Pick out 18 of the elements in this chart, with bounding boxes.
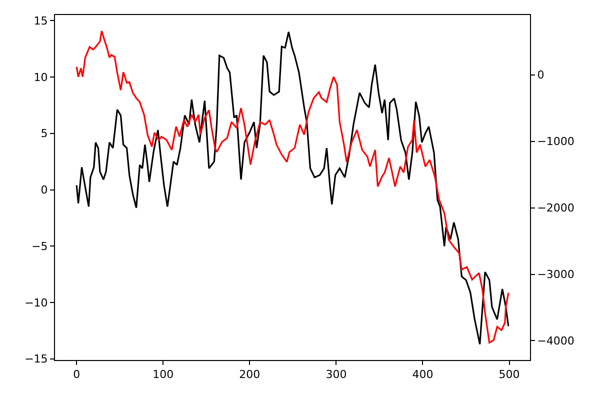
- y2-tick-label: −2000: [537, 202, 574, 215]
- y-tick-label: −5: [32, 240, 48, 253]
- y-tick-label: 15: [34, 14, 48, 28]
- y2-tick-label: −1000: [537, 135, 574, 148]
- y-tick-label: 10: [34, 70, 48, 84]
- y-tick-label: −15: [24, 352, 48, 366]
- y-tick-label: −10: [24, 296, 48, 310]
- x-tick-label: 100: [152, 368, 174, 382]
- x-tick-label: 400: [412, 368, 434, 382]
- x-tick-label: 200: [239, 368, 260, 382]
- y2-tick-label: −4000: [537, 334, 574, 348]
- y-tick-label: 0: [40, 184, 48, 197]
- x-tick-label: 500: [498, 368, 520, 382]
- y2-tick-label: −3000: [537, 268, 574, 282]
- x-tick-label: 300: [326, 368, 347, 382]
- y2-tick-label: 0: [537, 68, 544, 82]
- x-tick-label: 0: [73, 368, 80, 382]
- y-tick-label: 5: [40, 127, 48, 140]
